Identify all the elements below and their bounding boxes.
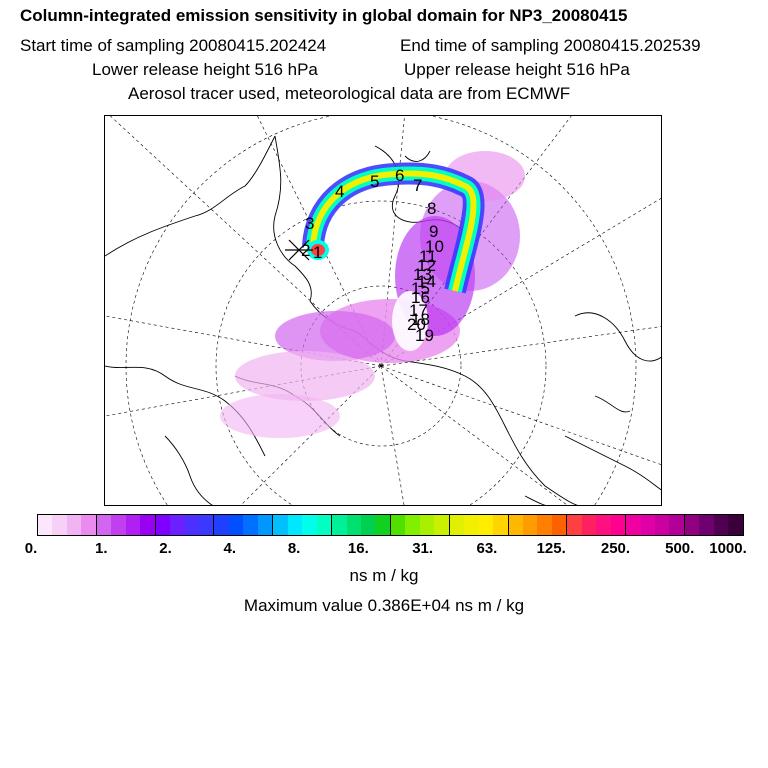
colorbar-segment bbox=[346, 515, 361, 535]
colorbar-segment bbox=[581, 515, 597, 535]
colorbar-segment bbox=[713, 515, 729, 535]
colorbar bbox=[37, 514, 744, 536]
colorbar-units: ns m / kg bbox=[349, 566, 419, 585]
max-value-label: Maximum value 0.386E+04 ns m / kg bbox=[243, 596, 525, 615]
colorbar-segment bbox=[360, 515, 376, 535]
colorbar-segment bbox=[95, 515, 112, 535]
colorbar-segment bbox=[669, 515, 684, 535]
traj-label-17: 17 bbox=[409, 301, 428, 320]
traj-label-20: 20 bbox=[407, 315, 426, 334]
colorbar-segment bbox=[302, 515, 317, 535]
traj-label-15: 15 bbox=[411, 279, 430, 298]
colorbar-segment bbox=[448, 515, 465, 535]
colorbar-segment bbox=[493, 515, 508, 535]
traj-label-10: 10 bbox=[425, 237, 444, 256]
colorbar-tick-label: 1000. bbox=[709, 540, 747, 557]
colorbar-segment bbox=[551, 515, 567, 535]
colorbar-segment bbox=[537, 515, 552, 535]
traj-label-8: 8 bbox=[427, 199, 436, 218]
colorbar-segment bbox=[507, 515, 523, 535]
colorbar-tick-label: 1. bbox=[95, 540, 108, 557]
traj-label-4: 4 bbox=[335, 182, 344, 201]
sampling-times: Start time of sampling 20080415.202424 E… bbox=[20, 36, 768, 56]
colorbar-segment bbox=[81, 515, 96, 535]
colorbar-segment bbox=[375, 515, 390, 535]
colorbar-segment bbox=[38, 515, 53, 535]
traj-label-18: 18 bbox=[411, 310, 430, 329]
colorbar-segment bbox=[257, 515, 273, 535]
colorbar-tick-label: 250. bbox=[600, 540, 631, 557]
end-time-label: End time of sampling 20080415.202539 bbox=[400, 36, 701, 55]
traj-label-7: 7 bbox=[413, 176, 422, 195]
traj-label-3: 3 bbox=[305, 214, 314, 233]
colorbar-segment bbox=[198, 515, 214, 535]
colorbar-segment bbox=[52, 515, 67, 535]
graticule bbox=[105, 116, 661, 505]
colorbar-segment bbox=[610, 515, 626, 535]
colorbar-segment bbox=[478, 515, 494, 535]
colorbar-segment bbox=[111, 515, 126, 535]
colorbar-tick-label: 31. bbox=[412, 540, 434, 557]
colorbar-segment bbox=[184, 515, 199, 535]
plot-title: Column-integrated emission sensitivity i… bbox=[20, 6, 628, 25]
colorbar-segment bbox=[405, 515, 420, 535]
colorbar-segment bbox=[683, 515, 700, 535]
sensitivity-map: 1 2 3 4 5 6 7 8 9 10 11 12 13 14 15 16 1… bbox=[104, 115, 662, 506]
traj-label-12: 12 bbox=[417, 256, 436, 275]
colorbar-tick-label: 8. bbox=[287, 540, 301, 557]
colorbar-segment bbox=[419, 515, 435, 535]
trajectory-labels: 1 2 3 4 5 6 7 8 9 10 11 12 13 14 15 16 1… bbox=[301, 166, 444, 345]
traj-label-11: 11 bbox=[419, 247, 437, 266]
colorbar-segment bbox=[154, 515, 171, 535]
release-heights: Lower release height 516 hPa Upper relea… bbox=[92, 60, 768, 80]
map-svg: 1 2 3 4 5 6 7 8 9 10 11 12 13 14 15 16 1… bbox=[105, 116, 661, 505]
colorbar-segment bbox=[464, 515, 479, 535]
colorbar-segment bbox=[316, 515, 332, 535]
colorbar-segment bbox=[389, 515, 406, 535]
colorbar-segment bbox=[287, 515, 303, 535]
colorbar-segment bbox=[243, 515, 258, 535]
colorbar-tick-label: 0. bbox=[24, 540, 38, 557]
colorbar-tick-label: 16. bbox=[347, 540, 369, 557]
colorbar-segment bbox=[596, 515, 611, 535]
colorbar-tick-label: 125. bbox=[536, 540, 566, 557]
colorbar-segment bbox=[522, 515, 538, 535]
colorbar-segment bbox=[331, 515, 347, 535]
colorbar-segment bbox=[66, 515, 82, 535]
colorbar-segment bbox=[125, 515, 141, 535]
traj-label-19: 19 bbox=[415, 326, 434, 345]
start-time-label: Start time of sampling 20080415.202424 bbox=[20, 36, 327, 55]
colorbar-segment bbox=[640, 515, 656, 535]
traj-label-13: 13 bbox=[413, 265, 432, 284]
colorbar-tick-label: 2. bbox=[159, 540, 172, 557]
colorbar-segment bbox=[728, 515, 743, 535]
colorbar-tick-label: 63. bbox=[476, 540, 498, 557]
traj-label-5: 5 bbox=[370, 172, 379, 191]
x-marker bbox=[285, 239, 313, 261]
traj-label-9: 9 bbox=[429, 222, 438, 241]
colorbar-segment bbox=[170, 515, 185, 535]
colorbar-segment bbox=[228, 515, 244, 535]
upper-height-label: Upper release height 516 hPa bbox=[404, 60, 630, 79]
colorbar-segment bbox=[625, 515, 641, 535]
colorbar-segment bbox=[213, 515, 229, 535]
tracer-note: Aerosol tracer used, meteorological data… bbox=[128, 84, 571, 103]
traj-label-1: 1 bbox=[313, 243, 322, 262]
traj-label-16: 16 bbox=[411, 288, 430, 307]
colorbar-segment bbox=[655, 515, 670, 535]
traj-label-2: 2 bbox=[301, 241, 310, 260]
colorbar-segment bbox=[272, 515, 288, 535]
sensitivity-plume bbox=[220, 151, 525, 438]
traj-label-14: 14 bbox=[417, 272, 436, 291]
colorbar-tick-label: 4. bbox=[223, 540, 237, 557]
colorbar-tick-label: 500. bbox=[665, 540, 695, 557]
colorbar-segment bbox=[566, 515, 582, 535]
lower-height-label: Lower release height 516 hPa bbox=[92, 60, 318, 79]
colorbar-segment bbox=[699, 515, 714, 535]
colorbar-segment bbox=[434, 515, 449, 535]
traj-label-6: 6 bbox=[395, 166, 404, 185]
colorbar-segment bbox=[140, 515, 155, 535]
